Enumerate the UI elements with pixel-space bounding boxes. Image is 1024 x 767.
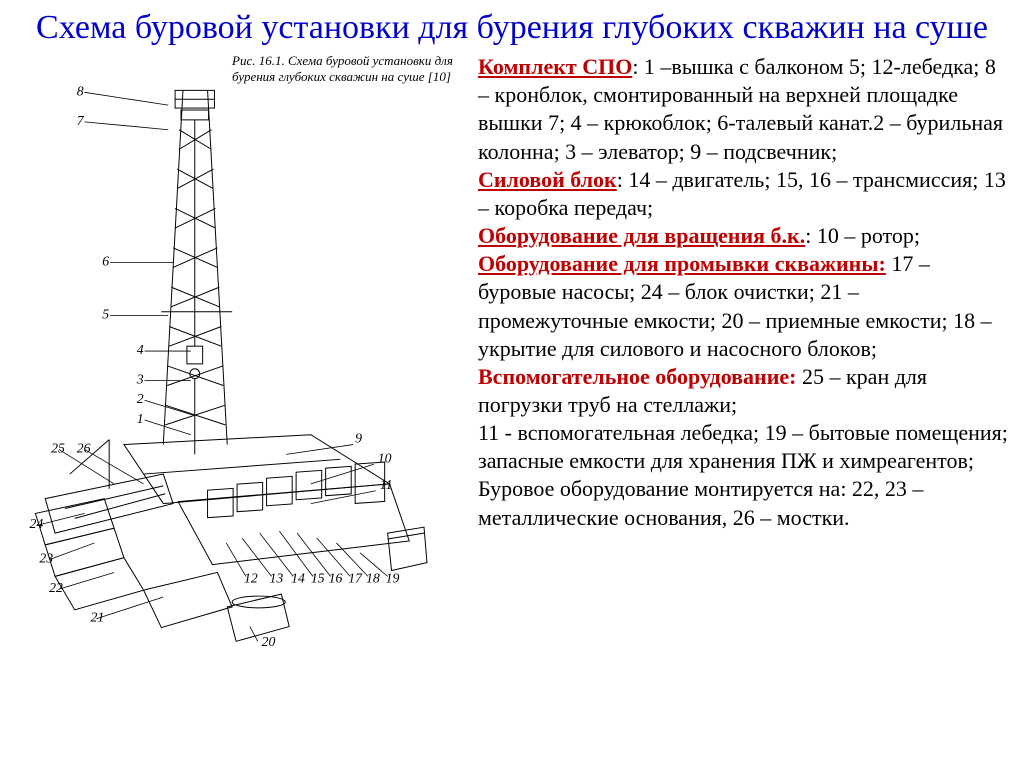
callout-label: 8: [77, 83, 84, 98]
section-head-mud: Оборудование для промывки скважины:: [478, 251, 886, 276]
section-body-rotation: : 10 – ротор;: [805, 223, 920, 248]
leader-line: [85, 122, 169, 130]
leader-line: [145, 400, 193, 415]
leader-line: [286, 445, 353, 455]
rig-diagram: 8765432125262423222120910111213141516171…: [12, 51, 472, 661]
callout-label: 11: [380, 477, 393, 492]
leader-line: [85, 450, 144, 484]
callout-label: 12: [244, 570, 258, 585]
callout-label: 22: [49, 580, 63, 595]
caption-prefix: Рис. 16.1.: [232, 53, 288, 68]
callout-label: 15: [311, 570, 325, 585]
section-head-rotation: Оборудование для вращения б.к.: [478, 223, 805, 248]
callout-label: 16: [329, 570, 343, 585]
leader-line: [85, 92, 169, 105]
leader-line: [311, 491, 376, 504]
callout-label: 7: [77, 113, 85, 128]
callout-label: 19: [386, 570, 400, 585]
callout-label: 17: [348, 570, 363, 585]
leader-line: [226, 543, 246, 576]
callout-label: 10: [378, 450, 392, 465]
figure-caption: Рис. 16.1. Схема буровой установки для б…: [232, 53, 462, 86]
section-head-aux: Вспомогательное оборудование:: [478, 364, 796, 389]
callout-label: 13: [270, 570, 284, 585]
callout-label: 6: [102, 254, 109, 269]
callout-label: 3: [136, 372, 144, 387]
section-head-spo: Комплект СПО: [478, 54, 632, 79]
diagram-column: Рис. 16.1. Схема буровой установки для б…: [12, 51, 472, 666]
callout-label: 9: [355, 431, 362, 446]
callout-label: 25: [51, 441, 65, 456]
section-body-base: Буровое оборудование монтируется на: 22,…: [478, 476, 923, 529]
legend-text: Комплект СПО: 1 –вышка с балконом 5; 12-…: [472, 51, 1012, 666]
section-head-power: Силовой блок: [478, 167, 617, 192]
callout-label: 18: [366, 570, 380, 585]
page-title: Схема буровой установки для бурения глуб…: [0, 0, 1024, 51]
callout-label: 20: [262, 634, 276, 649]
leader-line: [59, 573, 114, 590]
callout-label: 2: [137, 391, 144, 406]
callout-label: 26: [77, 441, 91, 456]
leader-line: [49, 543, 94, 560]
callout-label: 14: [291, 570, 305, 585]
leader-line: [250, 627, 258, 642]
leader-line: [37, 514, 84, 526]
callout-label: 5: [102, 307, 109, 322]
callout-label: 4: [137, 342, 144, 357]
callout-label: 24: [29, 516, 43, 531]
callout-label: 21: [90, 610, 104, 625]
section-body-aux2: 11 - вспомогательная лебедка; 19 – бытов…: [478, 420, 1008, 473]
callout-label: 23: [39, 551, 53, 566]
callout-label: 1: [137, 411, 144, 426]
leader-line: [145, 420, 191, 435]
content-row: Рис. 16.1. Схема буровой установки для б…: [0, 51, 1024, 666]
